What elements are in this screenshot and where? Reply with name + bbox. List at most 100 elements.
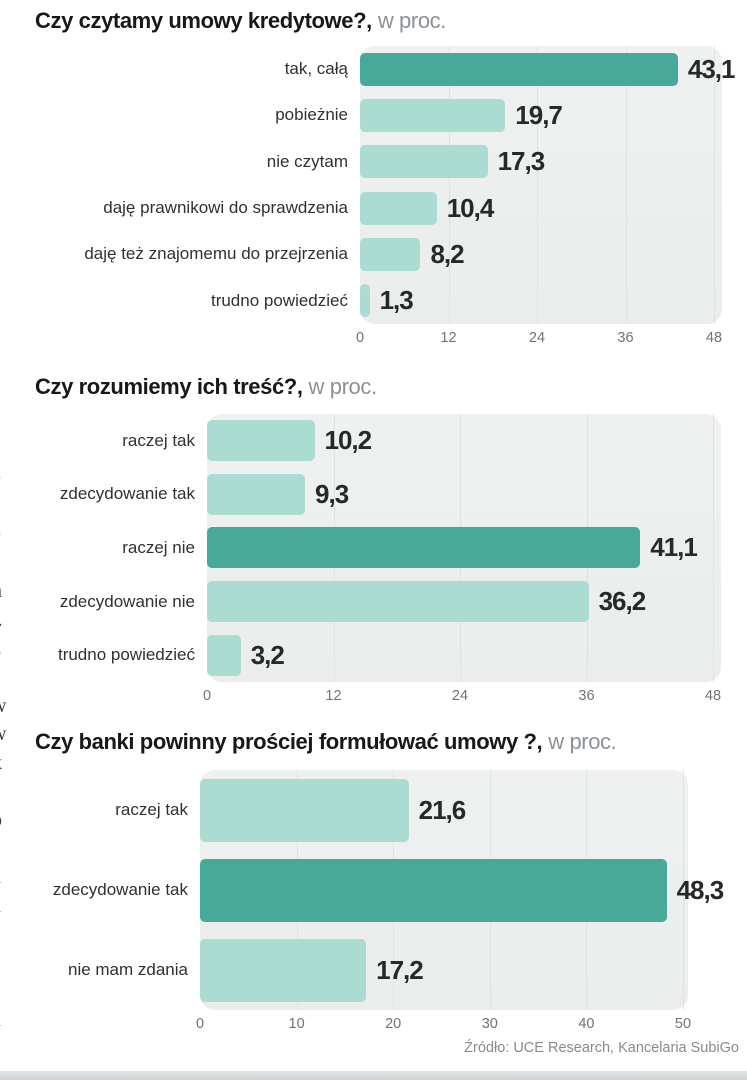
gridline: [537, 46, 538, 324]
x-tick: 48: [705, 330, 723, 346]
category-label: trudno powiedzieć: [210, 290, 348, 310]
clipped-article-text-column: e-eśnł.z-wwk.o.aaji-a.: [0, 0, 16, 1080]
category-label: zdecydowanie nie: [59, 591, 195, 611]
chart-2-x-axis: 0 12 24 36 48: [203, 688, 722, 708]
bar: [200, 938, 367, 1002]
bar-row: 10,2: [207, 414, 721, 468]
bar-row: 1,3: [360, 278, 722, 324]
value-label: 19,7: [515, 99, 563, 130]
chart-1-title: Czy czytamy umowy kredytowe?, w proc.: [35, 8, 446, 34]
clipped-text-fragment: e: [0, 466, 1, 489]
gridline: [714, 46, 715, 324]
bar-row: 19,7: [360, 92, 722, 138]
category-label: zdecydowanie tak: [52, 880, 188, 899]
category-label: raczej nie: [122, 537, 195, 557]
bar: [360, 237, 421, 271]
bar: [207, 634, 241, 676]
bar: [207, 473, 306, 515]
bar-row: 48,3: [200, 850, 724, 930]
bottom-divider: [0, 1071, 747, 1080]
x-tick: 12: [440, 330, 457, 346]
clipped-text-fragment: a: [0, 895, 1, 918]
category-label: raczej tak: [122, 430, 195, 450]
bar-row: 43,1: [360, 46, 735, 92]
value-label: 17,3: [497, 146, 546, 177]
category-label: zdecydowanie tak: [59, 484, 195, 504]
source-credit: Źródło: UCE Research, Kancelaria SubiGo: [464, 1040, 739, 1056]
clipped-text-fragment: a: [0, 866, 1, 889]
gridline: [625, 46, 627, 324]
chart-1-plot-area: 43,1 19,7 17,3 10,4 8,2 1,3: [360, 46, 735, 324]
chart-title-text: Czy rozumiemy ich treść?,: [35, 374, 303, 399]
bar-row: 8,2: [360, 231, 722, 277]
category-label: pobieżnie: [275, 105, 348, 125]
value-label: 21,6: [418, 794, 467, 825]
value-label: 8,2: [430, 238, 464, 269]
clipped-text-fragment: e: [0, 523, 1, 546]
bar-row: 3,2: [207, 628, 721, 682]
chart-3-category-labels: raczej tak zdecydowanie tak nie mam zdania: [0, 770, 188, 1010]
gridline: [683, 770, 684, 1010]
chart-title-text: Czy czytamy umowy kredytowe?,: [35, 8, 372, 33]
chart-1-x-axis: 0 12 24 36 48: [356, 330, 723, 350]
chart-2-category-labels: raczej tak zdecydowanie tak raczej nie zdec…: [0, 414, 195, 682]
x-tick: 24: [451, 688, 469, 704]
category-label: tak, całą: [284, 59, 348, 79]
bar: [360, 284, 370, 318]
x-tick: 30: [481, 1016, 498, 1032]
x-tick: 12: [325, 688, 342, 704]
bar-row: 21,6: [200, 770, 688, 850]
value-label: 3,2: [250, 639, 285, 670]
bar: [360, 98, 506, 132]
value-label: 9,3: [315, 478, 349, 509]
value-label: 48,3: [676, 874, 725, 905]
value-label: 17,2: [376, 954, 424, 985]
value-label: 10,2: [324, 425, 373, 456]
category-label: nie czytam: [266, 151, 348, 171]
chart-1-category-labels: tak, całą pobieżnie nie czytam daję prawnik…: [0, 46, 348, 324]
clipped-text-fragment: w: [0, 695, 6, 718]
x-tick: 50: [674, 1016, 692, 1032]
clipped-text-fragment: z: [0, 638, 1, 661]
x-tick: 0: [195, 1016, 205, 1032]
bar: [360, 52, 678, 86]
value-label: 10,4: [446, 192, 495, 223]
category-label: nie mam zdania: [67, 960, 188, 979]
chart-unit-label: w proc.: [548, 729, 617, 754]
category-label: raczej tak: [115, 800, 188, 819]
chart-3-title: Czy banki powinny prościej formułować um…: [35, 729, 617, 755]
x-tick: 0: [202, 688, 212, 704]
chart-2-plot-area: 10,2 9,3 41,1 36,2 3,2: [207, 414, 721, 682]
value-label: 36,2: [598, 586, 647, 617]
bar: [200, 858, 667, 922]
clipped-text-fragment: n: [0, 580, 2, 603]
x-tick: 20: [385, 1016, 402, 1032]
clipped-text-fragment: ł.: [0, 609, 3, 632]
bar: [207, 581, 589, 623]
category-label: daję też znajomemu do przejrzenia: [84, 244, 348, 264]
x-tick: 24: [528, 330, 546, 346]
clipped-text-fragment: w: [0, 723, 6, 746]
category-label: daję prawnikowi do sprawdzenia: [103, 198, 348, 218]
bar-row: 17,2: [200, 930, 688, 1010]
x-tick: 0: [355, 330, 365, 346]
bar-row: 9,3: [207, 468, 721, 522]
bar: [360, 145, 488, 179]
bar-row: 41,1: [207, 521, 721, 575]
chart-unit-label: w proc.: [377, 8, 447, 33]
clipped-text-fragment: o: [0, 809, 2, 832]
gridline: [448, 46, 450, 324]
category-label: trudno powiedzieć: [57, 645, 195, 665]
chart-unit-label: w proc.: [308, 374, 378, 399]
value-label: 1,3: [379, 285, 414, 316]
chart-3-plot-area: 21,6 48,3 17,2: [200, 770, 724, 1010]
chart-3-x-axis: 0 10 20 30 40 50: [196, 1016, 692, 1036]
gridline: [713, 414, 714, 682]
bar-row: 10,4: [360, 185, 722, 231]
x-tick: 10: [288, 1016, 305, 1032]
bar: [207, 420, 315, 462]
bar-row: 17,3: [360, 139, 722, 185]
chart-2-title: Czy rozumiemy ich treść?, w proc.: [35, 374, 377, 400]
x-tick: 48: [704, 688, 722, 704]
